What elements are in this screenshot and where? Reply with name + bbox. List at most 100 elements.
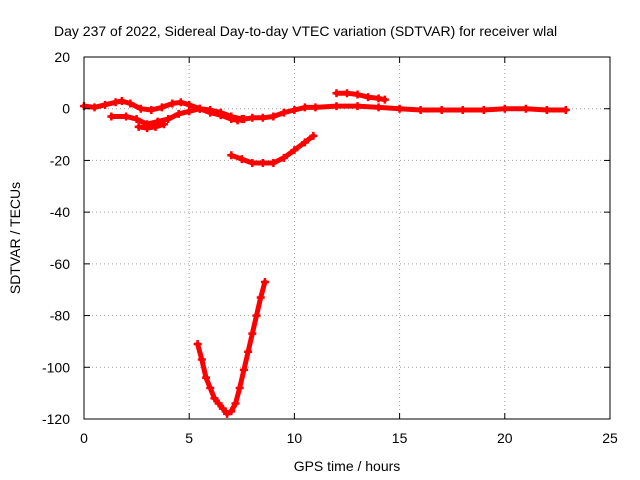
series-point [206,108,215,117]
series-point [174,109,183,118]
series-point [332,89,341,98]
series-point [164,115,173,124]
series-point [332,102,341,111]
series-point [227,151,236,160]
series-point [364,93,373,102]
x-tick-label: 0 [80,430,88,446]
series-point [437,106,446,115]
series-point [279,153,288,162]
series-point [227,115,236,124]
series-point [231,399,240,408]
series-point [239,365,248,374]
series-point [126,99,135,108]
chart-title: Day 237 of 2022, Sidereal Day-to-day VTE… [54,23,557,39]
y-tick-label: -120 [42,411,70,427]
series-point [90,103,99,112]
series-point [248,329,257,338]
series-point [233,116,242,125]
series-point [521,104,530,113]
series-line-3 [136,121,167,131]
series-point [117,96,126,105]
series-point [500,104,509,113]
series-point [195,104,204,113]
series-point [248,113,257,122]
series-point [290,106,299,115]
y-tick-label: -100 [42,359,70,375]
series-point [380,95,389,104]
y-tick-label: -60 [50,256,70,272]
series-point [395,104,404,113]
series-point [111,98,120,107]
series-point [542,106,551,115]
series-point [256,293,265,302]
series-point [132,115,141,124]
series-point [101,100,110,109]
x-tick-label: 25 [602,430,618,446]
series-point [197,355,206,364]
series-point [168,99,177,108]
series-point [134,122,143,131]
series-point [458,106,467,115]
y-axis-label: SDTVAR / TECUs [7,182,23,294]
series-point [258,113,267,122]
y-tick-label: 0 [62,101,70,117]
series-point [269,112,278,121]
series-point [185,107,194,116]
series-point [374,103,383,112]
series-layer [80,89,570,418]
y-tick-label: -80 [50,308,70,324]
series-point [214,399,223,408]
series-point [416,106,425,115]
axis-ticks: 0 5 10 15 20 25 -120 -100 -80 -60 -40 -20 0 20 [42,49,618,446]
series-point [206,383,215,392]
series-point [157,103,166,112]
x-tick-label: 20 [497,430,513,446]
series-point [202,373,211,382]
series-point [239,115,248,124]
series-point [143,124,152,133]
series-point [290,146,299,155]
series-point [227,407,236,416]
plot-frame [83,56,611,420]
y-tick-label: -40 [50,204,70,220]
series-point [353,102,362,111]
series-point [223,409,232,418]
series-point [107,112,116,121]
series-point [479,106,488,115]
y-tick-label: 20 [54,49,70,65]
series-point [244,347,253,356]
x-tick-label: 5 [185,430,193,446]
series-point [122,112,131,121]
series-point [260,277,269,286]
series-point [235,383,244,392]
series-point [309,131,318,140]
series-point [147,106,156,115]
series-point [311,103,320,112]
series-point [353,90,362,99]
series-point [176,98,185,107]
series-point [218,404,227,413]
x-tick-label: 15 [392,430,408,446]
series-point [561,106,570,115]
series-point [374,94,383,103]
y-tick-label: -20 [50,152,70,168]
series-point [159,120,168,129]
x-tick-label: 10 [287,430,303,446]
series-point [269,159,278,168]
series-point [248,159,257,168]
series-point [300,138,309,147]
series-point [216,111,225,120]
series-line-6 [195,279,268,417]
series-point [210,394,219,403]
series-point [136,104,145,113]
x-axis-label: GPS time / hours [294,458,401,474]
series-point [252,311,261,320]
series-point [237,155,246,164]
series-point [300,103,309,112]
series-point [151,122,160,131]
series-point [279,108,288,117]
series-point [193,340,202,349]
series-point [258,159,267,168]
series-point [343,89,351,98]
